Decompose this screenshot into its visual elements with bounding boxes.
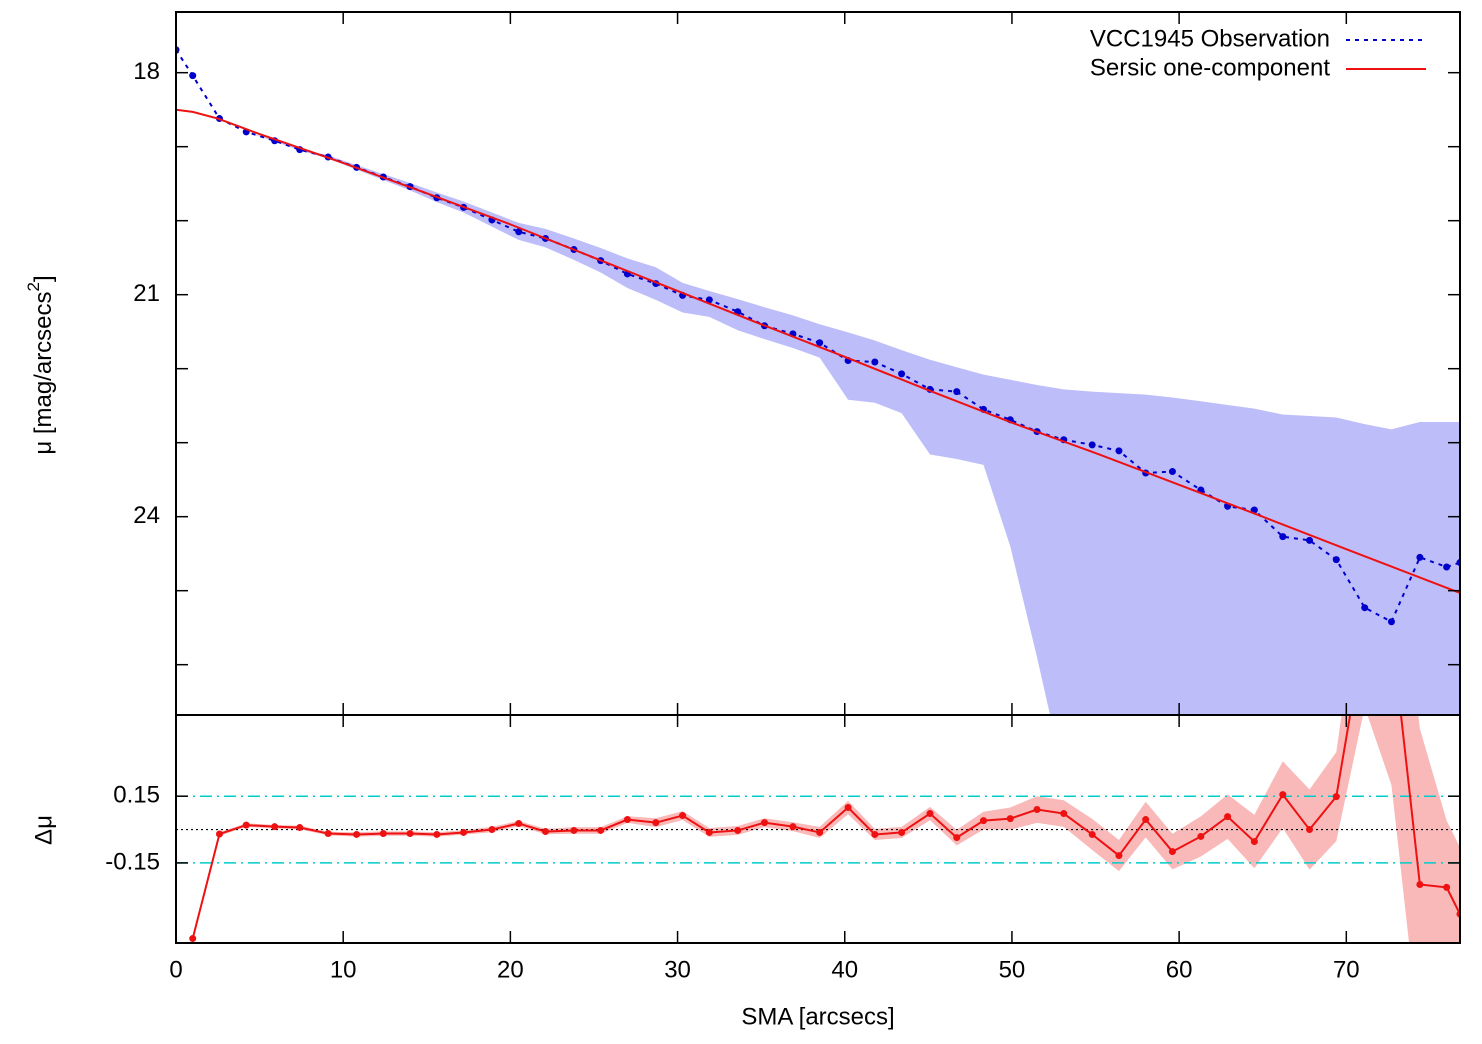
data-point <box>541 828 549 836</box>
data-point <box>515 228 523 236</box>
data-point <box>898 828 906 836</box>
data-point <box>515 820 523 828</box>
data-point <box>1197 832 1205 840</box>
x-tick-label: 70 <box>1333 956 1360 983</box>
data-point <box>761 819 768 827</box>
data-point <box>705 828 713 836</box>
y-tick-label: 0.15 <box>113 782 160 809</box>
x-tick-label: 50 <box>999 956 1026 983</box>
data-point <box>816 828 824 836</box>
data-point <box>1443 563 1451 571</box>
data-point <box>189 72 197 80</box>
data-point <box>980 817 988 825</box>
data-point <box>816 339 824 347</box>
data-point <box>1279 791 1287 799</box>
data-point <box>652 819 660 827</box>
data-point <box>871 358 879 366</box>
data-point <box>734 826 742 834</box>
x-tick-label: 30 <box>664 956 691 983</box>
x-tick-label: 10 <box>330 956 357 983</box>
x-axis-label: SMA [arcsecs] <box>741 1003 894 1030</box>
y-label-end: ] <box>30 275 57 282</box>
data-point <box>189 935 197 943</box>
data-point <box>271 823 279 831</box>
data-point <box>1332 556 1340 564</box>
data-point <box>1306 536 1314 544</box>
data-point <box>1416 880 1424 888</box>
data-point <box>1387 618 1395 626</box>
data-point <box>1443 883 1451 891</box>
plot-area <box>176 715 1460 943</box>
data-point <box>1115 447 1123 455</box>
data-point <box>953 388 961 396</box>
data-point <box>242 821 250 829</box>
data-point <box>296 824 304 832</box>
data-point <box>1416 553 1424 561</box>
data-point <box>215 830 223 838</box>
data-point <box>433 830 441 838</box>
data-point <box>460 828 468 836</box>
data-point <box>1142 816 1150 824</box>
data-point <box>926 810 934 818</box>
data-point <box>1060 810 1068 818</box>
data-point <box>488 826 496 834</box>
data-line <box>191 715 1460 939</box>
x-tick-label: 60 <box>1166 956 1193 983</box>
data-point <box>623 816 631 824</box>
data-point <box>1279 533 1287 541</box>
x-tick-label: 20 <box>497 956 524 983</box>
data-point <box>353 830 361 838</box>
error-band <box>176 49 1460 715</box>
plot-frame <box>175 714 1461 944</box>
data-point <box>1088 441 1096 449</box>
y-axis-label: Δμ <box>30 815 57 845</box>
data-point <box>898 370 906 378</box>
y-tick-label: -0.15 <box>105 848 160 875</box>
data-point <box>871 830 879 838</box>
data-point <box>953 834 961 842</box>
data-point <box>1088 830 1096 838</box>
data-point <box>1361 604 1369 612</box>
data-point <box>1250 838 1258 846</box>
data-point <box>1306 826 1314 834</box>
y-axis-label: μ [mag/arcsecs2] <box>24 275 57 454</box>
y-tick-label: 24 <box>133 502 160 529</box>
data-point <box>679 812 687 820</box>
data-point <box>1006 815 1014 823</box>
plot-area <box>176 46 1460 715</box>
data-point <box>1332 793 1340 801</box>
data-point <box>324 830 332 838</box>
y-label-text: μ [mag/arcsecs <box>30 291 57 454</box>
data-point <box>1115 852 1123 860</box>
data-point <box>570 826 578 834</box>
y-tick-label: 18 <box>133 58 160 85</box>
legend-label: Sersic one-component <box>1090 54 1330 81</box>
data-point <box>1168 848 1176 856</box>
data-line <box>176 108 1460 594</box>
data-point <box>844 804 852 812</box>
data-point <box>379 830 387 838</box>
legend-label: VCC1945 Observation <box>1090 25 1330 52</box>
data-point <box>406 830 414 838</box>
data-point <box>1224 813 1232 821</box>
data-point <box>597 826 605 834</box>
data-point <box>1033 806 1041 814</box>
x-tick-label: 40 <box>831 956 858 983</box>
data-point <box>1168 468 1176 476</box>
y-tick-label: 21 <box>133 280 160 307</box>
x-tick-label: 0 <box>169 956 182 983</box>
y-label-sup: 2 <box>24 282 43 291</box>
data-point <box>789 823 797 831</box>
data-point <box>705 296 713 304</box>
